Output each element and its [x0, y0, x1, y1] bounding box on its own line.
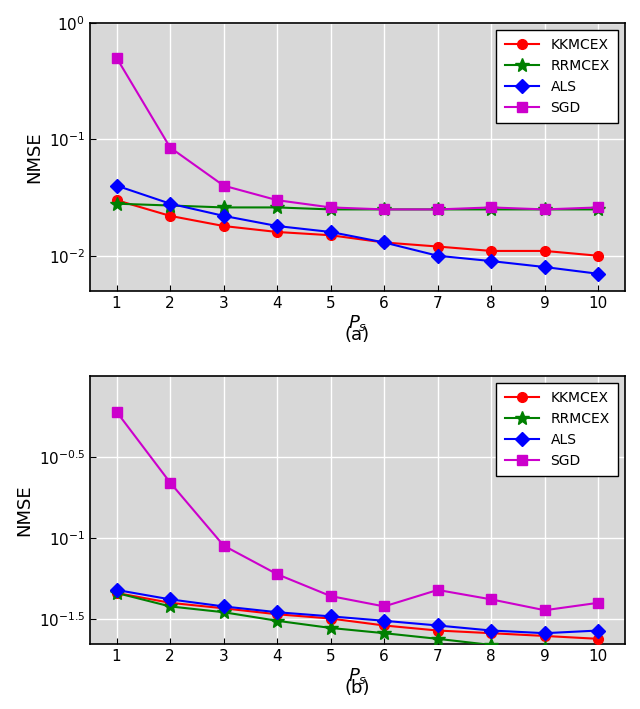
- RRMCEX: [327, 624, 335, 632]
- ALS: [541, 629, 548, 637]
- KKMCEX: [273, 610, 281, 618]
- KKMCEX: [113, 588, 120, 597]
- ALS: [488, 626, 495, 635]
- SGD: [380, 205, 388, 213]
- ALS: [113, 586, 120, 594]
- SGD: [595, 203, 602, 212]
- KKMCEX: [273, 228, 281, 236]
- RRMCEX: [595, 647, 602, 656]
- Text: (b): (b): [345, 679, 370, 696]
- KKMCEX: [434, 242, 442, 251]
- ALS: [273, 222, 281, 230]
- ALS: [327, 612, 335, 620]
- KKMCEX: [595, 252, 602, 260]
- Line: KKMCEX: KKMCEX: [112, 195, 603, 261]
- Line: ALS: ALS: [112, 585, 603, 638]
- SGD: [273, 196, 281, 204]
- RRMCEX: [273, 203, 281, 212]
- RRMCEX: [488, 641, 495, 649]
- ALS: [327, 228, 335, 236]
- ALS: [488, 257, 495, 265]
- RRMCEX: [434, 635, 442, 643]
- ALS: [220, 211, 227, 220]
- KKMCEX: [595, 635, 602, 643]
- RRMCEX: [327, 205, 335, 213]
- SGD: [434, 586, 442, 594]
- KKMCEX: [327, 614, 335, 623]
- Line: RRMCEX: RRMCEX: [109, 586, 605, 659]
- SGD: [220, 542, 227, 550]
- Line: RRMCEX: RRMCEX: [109, 196, 605, 216]
- SGD: [380, 602, 388, 610]
- SGD: [488, 595, 495, 603]
- Legend: KKMCEX, RRMCEX, ALS, SGD: KKMCEX, RRMCEX, ALS, SGD: [496, 30, 618, 123]
- RRMCEX: [166, 201, 174, 210]
- ALS: [434, 252, 442, 260]
- KKMCEX: [220, 604, 227, 613]
- RRMCEX: [113, 199, 120, 208]
- RRMCEX: [220, 203, 227, 212]
- KKMCEX: [541, 632, 548, 640]
- SGD: [541, 205, 548, 213]
- ALS: [273, 608, 281, 617]
- ALS: [220, 602, 227, 610]
- KKMCEX: [220, 222, 227, 230]
- SGD: [541, 606, 548, 615]
- KKMCEX: [488, 247, 495, 255]
- ALS: [595, 269, 602, 278]
- Line: KKMCEX: KKMCEX: [112, 588, 603, 644]
- RRMCEX: [541, 205, 548, 213]
- SGD: [488, 203, 495, 212]
- RRMCEX: [434, 205, 442, 213]
- SGD: [166, 479, 174, 487]
- X-axis label: $P_s$: $P_s$: [348, 666, 367, 686]
- KKMCEX: [434, 626, 442, 635]
- KKMCEX: [541, 247, 548, 255]
- ALS: [541, 263, 548, 272]
- Y-axis label: NMSE: NMSE: [15, 484, 33, 535]
- SGD: [113, 54, 120, 62]
- RRMCEX: [380, 205, 388, 213]
- Legend: KKMCEX, RRMCEX, ALS, SGD: KKMCEX, RRMCEX, ALS, SGD: [496, 383, 618, 476]
- KKMCEX: [166, 211, 174, 220]
- ALS: [380, 617, 388, 625]
- ALS: [595, 626, 602, 635]
- Y-axis label: NMSE: NMSE: [25, 131, 44, 183]
- ALS: [166, 199, 174, 208]
- SGD: [220, 182, 227, 190]
- KKMCEX: [488, 629, 495, 637]
- RRMCEX: [488, 205, 495, 213]
- ALS: [380, 238, 388, 247]
- Text: (a): (a): [345, 325, 370, 344]
- Line: SGD: SGD: [112, 53, 603, 214]
- RRMCEX: [595, 205, 602, 213]
- RRMCEX: [541, 644, 548, 652]
- Line: ALS: ALS: [112, 181, 603, 279]
- SGD: [327, 203, 335, 212]
- RRMCEX: [273, 617, 281, 625]
- SGD: [113, 408, 120, 416]
- ALS: [166, 595, 174, 603]
- Line: SGD: SGD: [112, 407, 603, 615]
- ALS: [113, 182, 120, 190]
- SGD: [273, 570, 281, 579]
- RRMCEX: [113, 588, 120, 597]
- SGD: [327, 592, 335, 601]
- KKMCEX: [113, 196, 120, 204]
- KKMCEX: [380, 621, 388, 630]
- X-axis label: $P_s$: $P_s$: [348, 313, 367, 333]
- SGD: [166, 143, 174, 152]
- RRMCEX: [380, 629, 388, 637]
- ALS: [434, 621, 442, 630]
- RRMCEX: [220, 608, 227, 617]
- SGD: [434, 205, 442, 213]
- KKMCEX: [166, 598, 174, 607]
- KKMCEX: [380, 238, 388, 247]
- KKMCEX: [327, 231, 335, 240]
- SGD: [595, 598, 602, 607]
- RRMCEX: [166, 602, 174, 610]
